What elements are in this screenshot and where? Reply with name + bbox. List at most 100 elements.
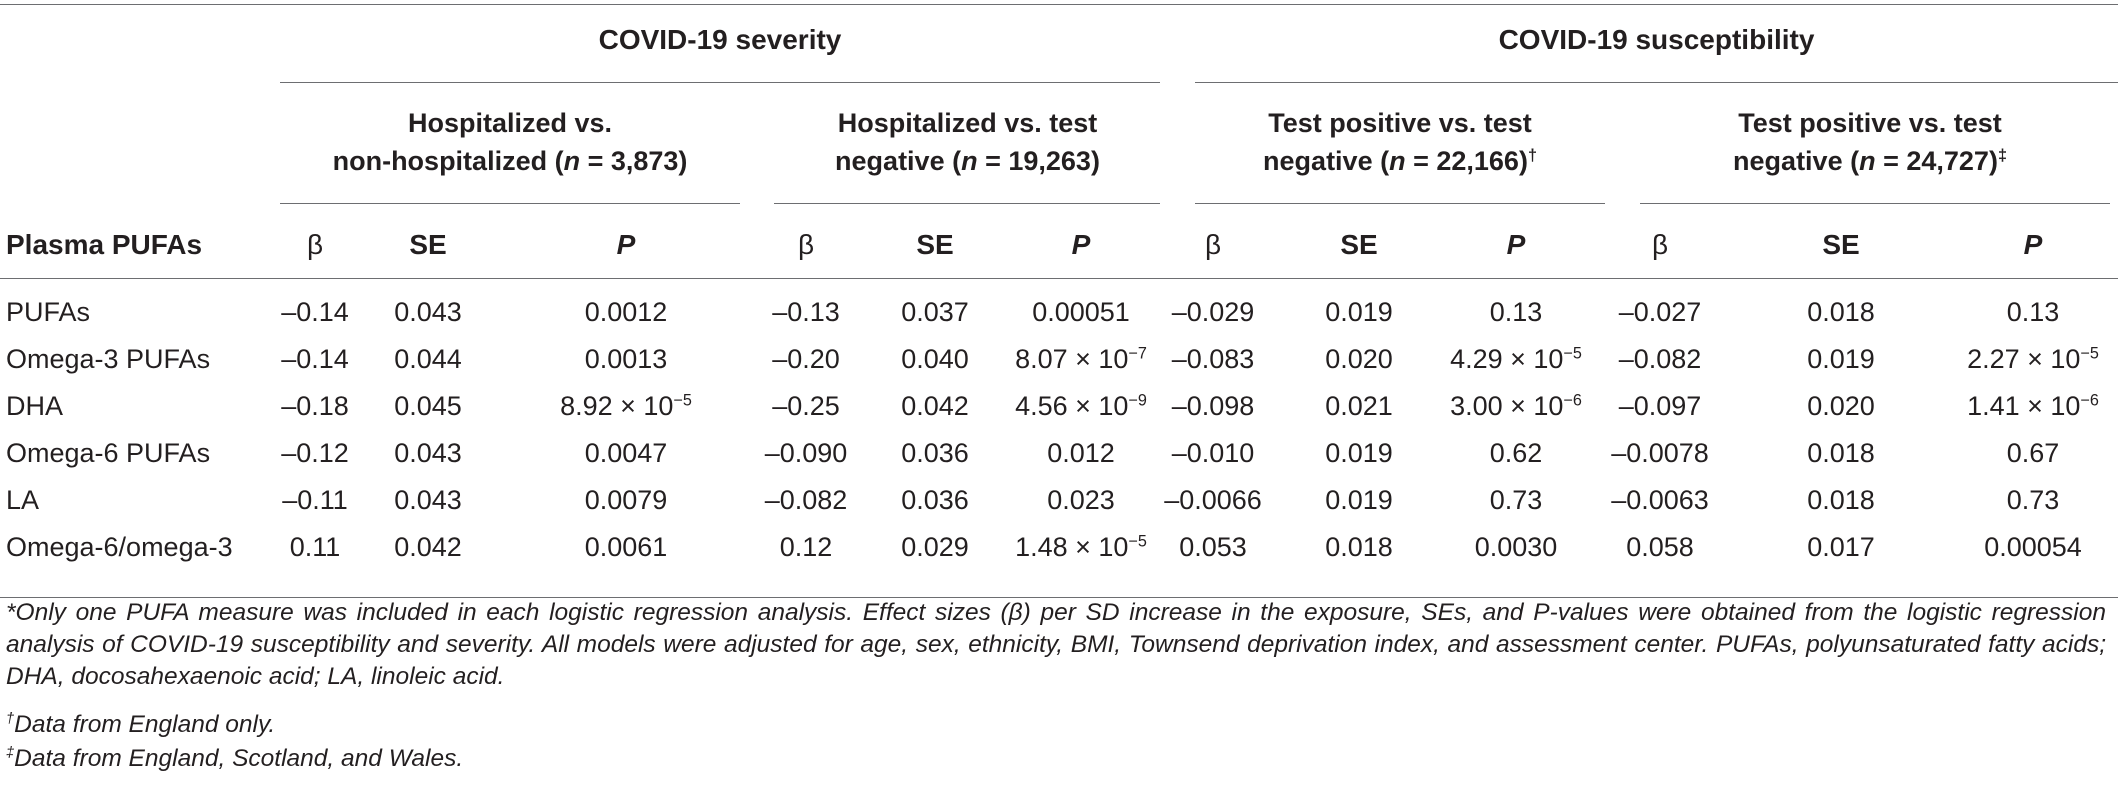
- table-bottom-rule: [0, 597, 2118, 598]
- se-value: 0.020: [1325, 344, 1393, 374]
- beta-value: –0.18: [281, 391, 349, 421]
- p-value: 4.56 × 10−9: [1015, 391, 1147, 421]
- beta-value: –0.098: [1171, 391, 1255, 421]
- se-column-header: SE: [1822, 229, 1860, 260]
- se-value: 0.019: [1325, 297, 1393, 327]
- beta-value: 0.11: [289, 532, 341, 562]
- se-value: 0.017: [1807, 532, 1875, 562]
- se-value: 0.044: [394, 344, 462, 374]
- row-label: Omega-6/omega-3: [6, 532, 233, 562]
- row-label: PUFAs: [6, 297, 91, 327]
- row-label: DHA: [6, 391, 64, 421]
- beta-value: –0.010: [1171, 438, 1255, 468]
- se-value: 0.018: [1807, 297, 1875, 327]
- subgroup-1-rule: [280, 203, 740, 204]
- p-value: 0.13: [1489, 297, 1543, 327]
- p-value-exponent: −6: [2080, 391, 2099, 410]
- p-column-header: P: [2023, 229, 2043, 260]
- p-value: 1.41 × 10−6: [1967, 391, 2099, 421]
- p-value: 0.13: [2006, 297, 2060, 327]
- beta-value: –0.097: [1618, 391, 1702, 421]
- p-value: 0.67: [2006, 438, 2060, 468]
- p-value-exponent: −5: [1563, 344, 1582, 363]
- beta-value: –0.13: [772, 297, 840, 327]
- se-column-header: SE: [1340, 229, 1378, 260]
- p-value: 3.00 × 10−6: [1450, 391, 1582, 421]
- se-value: 0.029: [901, 532, 969, 562]
- beta-value: –0.14: [281, 297, 349, 327]
- p-column-header: P: [1506, 229, 1526, 260]
- se-value: 0.018: [1807, 438, 1875, 468]
- se-value: 0.036: [901, 438, 969, 468]
- subgroup-header: Test positive vs. test negative (n = 22,…: [1263, 108, 1537, 176]
- beta-value: –0.082: [1618, 344, 1702, 374]
- beta-column-header: β: [1204, 229, 1222, 260]
- group-susceptibility-header: COVID-19 susceptibility: [1498, 24, 1815, 55]
- row-label: LA: [6, 485, 40, 515]
- p-value-exponent: −6: [1563, 391, 1582, 410]
- se-value: 0.021: [1325, 391, 1393, 421]
- footnote-dagger: †Data from England only.: [6, 711, 276, 738]
- beta-value: –0.11: [282, 485, 348, 515]
- beta-value: –0.029: [1171, 297, 1255, 327]
- se-value: 0.018: [1325, 532, 1393, 562]
- p-value-exponent: −7: [1128, 344, 1147, 363]
- beta-value: –0.083: [1171, 344, 1255, 374]
- p-value: 0.023: [1047, 485, 1115, 515]
- se-column-header: SE: [916, 229, 954, 260]
- beta-value: –0.20: [772, 344, 840, 374]
- subgroup-header: Test positive vs. test negative (n = 24,…: [1733, 108, 2007, 176]
- se-value: 0.043: [394, 297, 462, 327]
- se-value: 0.042: [394, 532, 462, 562]
- se-value: 0.020: [1807, 391, 1875, 421]
- p-value: 1.48 × 10−5: [1015, 532, 1147, 562]
- p-value: 8.92 × 10−5: [560, 391, 692, 421]
- footnote-main: *Only one PUFA measure was included in e…: [6, 599, 2106, 690]
- p-value: 0.62: [1489, 438, 1543, 468]
- beta-value: –0.0066: [1164, 485, 1262, 515]
- p-value: 0.0012: [584, 297, 668, 327]
- p-value: 0.73: [2006, 485, 2060, 515]
- beta-column-header: β: [306, 229, 324, 260]
- beta-value: –0.12: [281, 438, 349, 468]
- se-value: 0.037: [901, 297, 969, 327]
- p-value-exponent: −5: [673, 391, 692, 410]
- p-value: 2.27 × 10−5: [1967, 344, 2099, 374]
- se-value: 0.043: [394, 438, 462, 468]
- p-value: 0.73: [1489, 485, 1543, 515]
- se-value: 0.018: [1807, 485, 1875, 515]
- se-value: 0.045: [394, 391, 462, 421]
- beta-value: 0.053: [1179, 532, 1247, 562]
- table-top-rule: [0, 4, 2118, 5]
- beta-value: –0.14: [281, 344, 349, 374]
- subgroup-header: Hospitalized vs. test negative (n = 19,2…: [835, 108, 1100, 176]
- beta-value: 0.058: [1626, 532, 1694, 562]
- p-value: 0.012: [1047, 438, 1115, 468]
- beta-value: –0.090: [764, 438, 848, 468]
- se-column-header: SE: [409, 229, 447, 260]
- p-column-header: P: [1071, 229, 1091, 260]
- row-label: Omega-3 PUFAs: [6, 344, 211, 374]
- p-value: 4.29 × 10−5: [1450, 344, 1582, 374]
- beta-value: 0.12: [779, 532, 833, 562]
- beta-value: –0.25: [772, 391, 840, 421]
- p-value: 0.00051: [1032, 297, 1130, 327]
- se-value: 0.019: [1325, 485, 1393, 515]
- subgroup-2-rule: [774, 203, 1160, 204]
- p-value: 0.0013: [584, 344, 668, 374]
- p-value: 0.0030: [1474, 532, 1558, 562]
- subgroup-4-rule: [1640, 203, 2110, 204]
- plasma-pufas-column-header: Plasma PUFAs: [6, 229, 203, 260]
- p-value: 0.0047: [584, 438, 668, 468]
- p-value: 0.0079: [584, 485, 668, 515]
- beta-value: –0.0078: [1611, 438, 1709, 468]
- beta-value: –0.082: [764, 485, 848, 515]
- p-value-exponent: −5: [1128, 532, 1147, 551]
- p-value-exponent: −5: [2080, 344, 2099, 363]
- se-value: 0.019: [1807, 344, 1875, 374]
- p-value: 0.0061: [584, 532, 668, 562]
- beta-value: –0.027: [1618, 297, 1702, 327]
- footnote-double-dagger: ‡Data from England, Scotland, and Wales.: [6, 745, 464, 772]
- beta-column-header: β: [797, 229, 815, 260]
- subgroup-header: Hospitalized vs. non-hospitalized (n = 3…: [332, 108, 688, 176]
